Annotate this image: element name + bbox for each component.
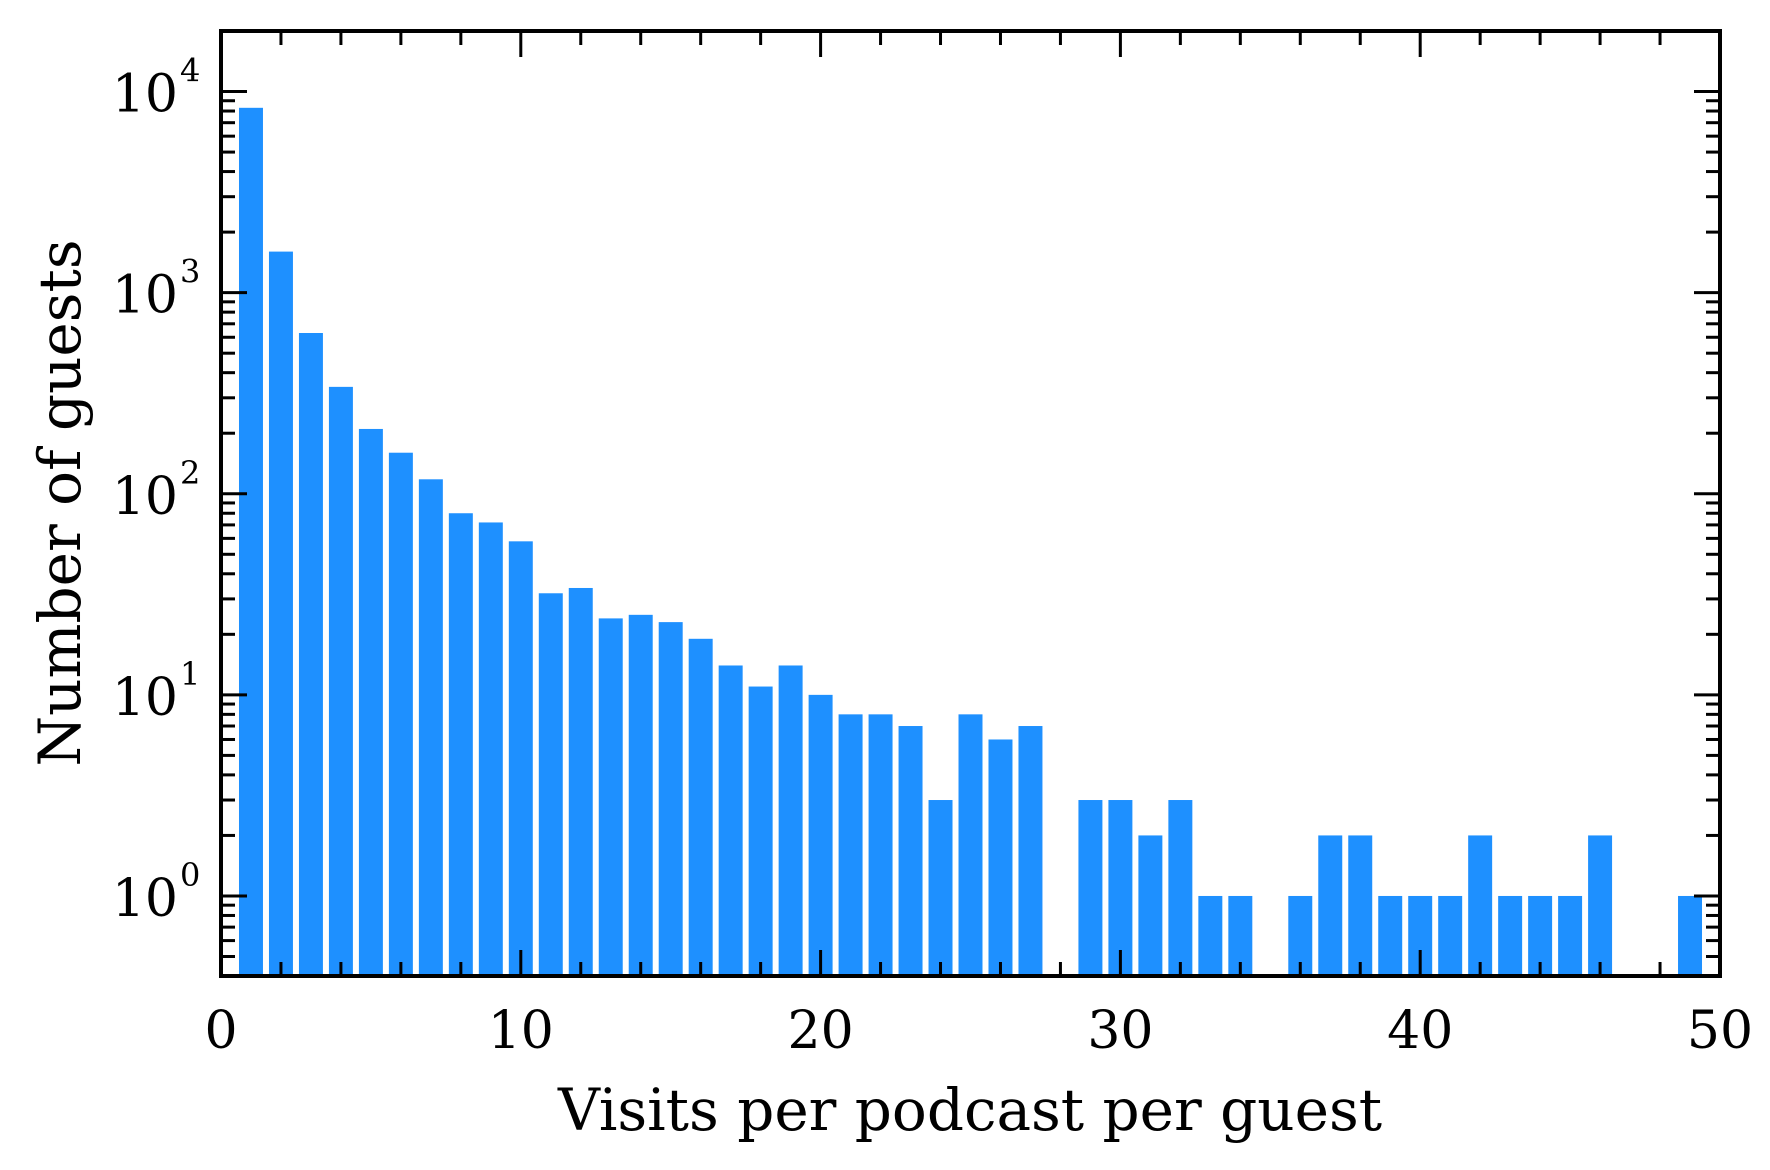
y-axis-title: Number of guests [26,239,94,766]
y-tick-exponent: 4 [180,52,200,90]
bar [238,107,263,976]
bar [1588,835,1613,976]
y-tick-exponent: 3 [180,253,200,291]
x-tick-label: 10 [488,1001,554,1061]
y-tick-label: 10 2 [112,454,201,527]
bar [868,714,893,976]
bar [268,251,293,977]
bar [988,739,1013,976]
bar [1318,835,1343,976]
bar [298,333,323,976]
bar [928,800,953,976]
bar [1168,800,1193,976]
bar [808,694,833,976]
bar [1288,895,1313,976]
bar [1198,895,1223,976]
x-tick-labels: 0 10 20 30 40 50 [204,1001,1753,1061]
bar [1468,835,1493,976]
bar [1558,895,1583,976]
x-tick-label: 30 [1087,1001,1153,1061]
bar [598,618,623,976]
x-tick-label: 0 [204,1001,237,1061]
bar [958,714,983,976]
bar [1528,895,1553,976]
bar [1108,800,1133,976]
y-tick-base: 10 [112,869,178,929]
y-tick-base: 10 [112,65,178,125]
bar [508,541,533,976]
bar [358,428,383,976]
y-tick-label: 10 0 [112,856,201,929]
x-tick-label: 40 [1387,1001,1453,1061]
bar [1018,726,1043,976]
x-tick-label: 50 [1687,1001,1753,1061]
bar [628,614,653,976]
bar [1678,895,1703,976]
bar [658,622,683,976]
bar [568,587,593,976]
plot-frame [219,29,1722,978]
bar [1408,895,1433,976]
bar [1348,835,1373,976]
y-tick-exponent: 0 [180,856,200,894]
bars-group [238,107,1703,977]
bar [448,513,473,976]
x-axis-title: Visits per podcast per guest [557,1076,1382,1144]
bar [1438,895,1463,976]
bar [898,726,923,976]
bar [1378,895,1403,976]
y-tick-exponent: 1 [180,655,200,693]
bar [388,452,413,977]
x-tick-label: 20 [788,1001,854,1061]
bar [688,638,713,976]
bar [478,522,503,976]
bar [1498,895,1523,976]
bar [1078,800,1103,976]
ticks-group [219,29,1722,978]
bar [538,593,563,976]
y-tick-exponent: 2 [180,454,200,492]
bar [838,714,863,976]
y-tick-base: 10 [112,467,178,527]
bar [718,665,743,976]
y-tick-base: 10 [112,668,178,728]
bar [328,386,353,976]
bar [418,479,443,976]
y-tick-label: 10 3 [112,253,201,326]
bar [1138,835,1163,976]
y-tick-label: 10 1 [112,655,201,728]
bar [1228,895,1253,976]
bar [778,665,803,976]
y-tick-base: 10 [112,266,178,326]
y-tick-label: 10 4 [112,52,201,125]
bar [748,686,773,976]
